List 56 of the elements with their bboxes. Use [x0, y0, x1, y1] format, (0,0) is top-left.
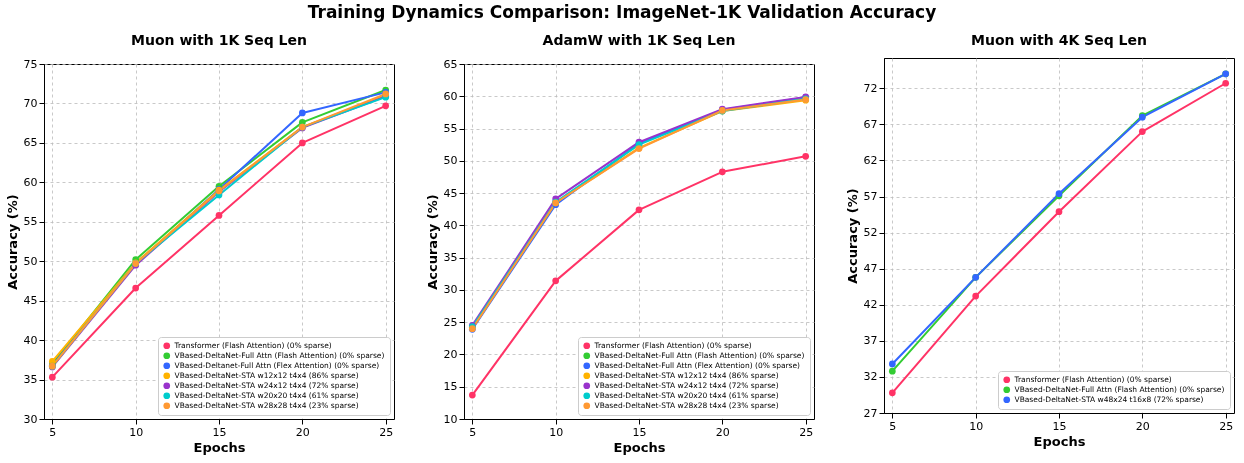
- x-tick-label: 25: [799, 425, 814, 439]
- y-tick-label: 55: [23, 215, 38, 229]
- x-tick-label: 5: [889, 419, 897, 433]
- y-tick-label: 35: [23, 373, 38, 387]
- y-tick-label: 40: [23, 333, 38, 347]
- y-tick-label: 27: [863, 406, 878, 420]
- y-tick-label: 75: [23, 57, 38, 71]
- x-tick-label: 5: [49, 425, 57, 439]
- x-tick-label: 10: [969, 419, 984, 433]
- y-tick-label: 35: [443, 251, 458, 265]
- x-axis-title: Epochs: [1033, 433, 1086, 449]
- y-tick-label: 62: [863, 153, 878, 167]
- text: Training Dynamics Comparison: ImageNet-1K Validation Accuracy: [306, 1, 938, 24]
- x-tick-label: 20: [715, 425, 730, 439]
- y-tick-label: 50: [23, 254, 38, 268]
- x-tick-label: 25: [1219, 419, 1234, 433]
- y-tick-label: 57: [863, 190, 878, 204]
- y-tick-label: 30: [23, 412, 38, 426]
- y-tick-label: 60: [23, 175, 38, 189]
- x-tick-label: 15: [1052, 419, 1067, 433]
- y-tick-label: 32: [863, 370, 878, 384]
- chart-title: Muon with 1K Seq Len: [131, 32, 307, 48]
- y-tick-label: 50: [443, 154, 458, 168]
- y-axis-title: Accuracy (%): [4, 194, 20, 290]
- y-tick-label: 70: [23, 96, 38, 110]
- x-tick-label: 5: [469, 425, 477, 439]
- x-tick-label: 20: [295, 425, 310, 439]
- y-tick-label: 37: [863, 334, 878, 348]
- chart-title: AdamW with 1K Seq Len: [542, 32, 736, 48]
- y-tick-label: 45: [23, 294, 38, 308]
- x-tick-label: 15: [632, 425, 647, 439]
- x-tick-label: 20: [1135, 419, 1150, 433]
- y-tick-label: 42: [863, 298, 878, 312]
- x-tick-label: 10: [549, 425, 564, 439]
- y-tick-label: 25: [443, 315, 458, 329]
- y-tick-label: 67: [863, 117, 878, 131]
- y-tick-label: 60: [443, 89, 458, 103]
- y-tick-label: 15: [443, 380, 458, 394]
- y-tick-label: 30: [443, 283, 458, 297]
- y-tick-label: 65: [443, 57, 458, 71]
- x-tick-label: 25: [379, 425, 394, 439]
- y-tick-label: 65: [23, 136, 38, 150]
- y-axis-title: Accuracy (%): [844, 188, 860, 284]
- y-tick-label: 47: [863, 262, 878, 276]
- y-axis-title: Accuracy (%): [424, 194, 440, 290]
- x-axis-title: Epochs: [193, 439, 246, 455]
- chart-title: Muon with 4K Seq Len: [971, 32, 1147, 48]
- y-tick-label: 72: [863, 81, 878, 95]
- y-tick-label: 45: [443, 186, 458, 200]
- y-tick-label: 40: [443, 218, 458, 232]
- x-axis-title: Epochs: [613, 439, 666, 455]
- y-tick-label: 55: [443, 122, 458, 136]
- y-tick-label: 20: [443, 347, 458, 361]
- y-tick-label: 52: [863, 226, 878, 240]
- x-tick-label: 10: [129, 425, 144, 439]
- x-tick-label: 15: [212, 425, 227, 439]
